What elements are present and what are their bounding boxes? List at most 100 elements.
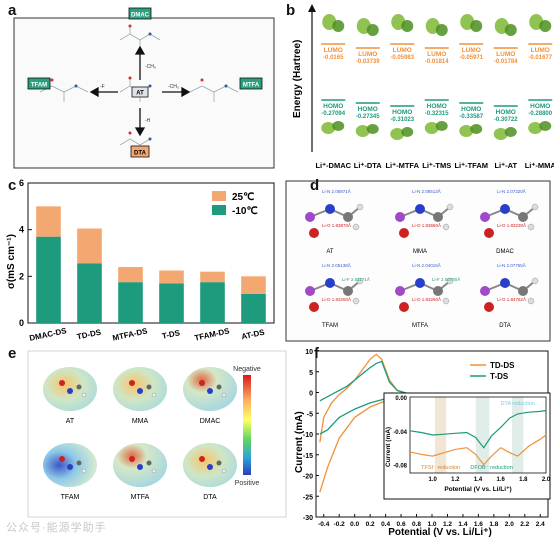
n-atom xyxy=(207,388,213,394)
panel-d-structures: Li-N 2.05971Å Li-O 1.83870Å AT Li-N 2.08513… xyxy=(285,180,551,342)
h-atom xyxy=(151,392,157,398)
lumo-label: LUMO xyxy=(427,51,446,58)
homo-orbital-lobe xyxy=(390,128,405,140)
homo-orbital-lobe xyxy=(366,124,379,134)
li-atom xyxy=(395,286,405,296)
dfob-highlight xyxy=(475,397,490,473)
o-atom xyxy=(399,302,409,312)
dta-highlight xyxy=(512,397,524,473)
li-atom xyxy=(480,212,490,222)
bond-length-label: Li-O 1.83660Å xyxy=(412,222,441,228)
h-atom xyxy=(442,223,450,231)
x-tick-label: 2.4 xyxy=(536,521,545,528)
n-atom xyxy=(415,204,425,214)
y-tick-label: -25 xyxy=(303,494,313,501)
y-tick-label: 4 xyxy=(19,225,24,235)
panel-e-esp-maps: AT MMA DMAC TFAM MTFA DTA Negative Positive xyxy=(27,350,287,518)
inset-x-tick-label: 1.8 xyxy=(519,477,528,483)
panel-f-cv-chart: Current (mA) Potential (V vs. Li/Li⁺) -3… xyxy=(294,349,551,538)
n-atom xyxy=(415,278,425,288)
bond-length-label: Li-N 2.04016Å xyxy=(412,262,441,268)
homo-orbital-lobe xyxy=(504,127,517,137)
h-atom xyxy=(81,468,87,474)
lumo-orbital-lobe xyxy=(470,20,483,32)
panel-a-label: a xyxy=(8,2,17,19)
arrow-label-left: -F xyxy=(100,84,105,90)
homo-orbital-lobe xyxy=(493,128,508,140)
bond-length-label: Li-N 2.08513Å xyxy=(412,188,441,194)
bar-cold xyxy=(118,282,143,323)
watermark: 公众号·能源学助手 xyxy=(6,522,107,534)
structure-dmac: Li-N 2.07320Å Li-O 1.83230Å DMAC xyxy=(480,188,539,255)
c-atom xyxy=(518,212,528,222)
homo-value: -0.33587 xyxy=(459,114,483,120)
bar-warm xyxy=(118,267,143,283)
inset-x-tick-label: 1.0 xyxy=(428,477,437,483)
node-at: AT xyxy=(136,91,144,97)
o-atom xyxy=(59,380,65,386)
inset-frame xyxy=(383,392,551,500)
esp-map-name: AT xyxy=(66,418,75,425)
panel-c-label: c xyxy=(8,177,17,194)
h-atom xyxy=(446,277,454,285)
o-atom xyxy=(399,228,409,238)
panel-d: d Li-N 2.05971Å Li-O 1.83870Å AT Li-N 2.085… xyxy=(280,177,554,345)
inset-y-tick-label: 0.00 xyxy=(395,396,407,402)
bar-cold xyxy=(77,263,102,323)
homo-orbital-lobe xyxy=(528,122,543,134)
esp-map-name: DTA xyxy=(203,494,217,501)
bond-length-label: Li-N 2.05971Å xyxy=(322,188,351,194)
x-category-label: DMAC-DS xyxy=(29,326,68,343)
o-atom xyxy=(129,380,135,386)
bar-warm xyxy=(36,206,61,237)
arrow-label-bottom: -H xyxy=(145,118,151,124)
h-atom xyxy=(221,468,227,474)
n-atom xyxy=(67,388,73,394)
f-ylabel: Current (mA) xyxy=(294,411,305,473)
energy-axis-label: Energy (Hartree) xyxy=(292,40,303,118)
panel-f: f Current (mA) Potential (V vs. Li/Li⁺) … xyxy=(290,345,554,539)
bar-warm xyxy=(159,270,184,284)
lumo-label: LUMO xyxy=(462,47,481,54)
h-atom xyxy=(531,277,539,285)
y-tick-label: 2 xyxy=(19,271,24,281)
x-tick-label: 0.8 xyxy=(412,521,421,528)
x-tick-label: 2.0 xyxy=(505,521,514,528)
bar-warm xyxy=(200,271,225,283)
o-atom xyxy=(309,302,319,312)
li-atom xyxy=(395,212,405,222)
f-legend-label: TD-DS xyxy=(490,361,515,370)
lumo-orbital-lobe xyxy=(504,24,517,36)
esp-map-mma: MMA xyxy=(113,367,167,425)
y-tick-label: -5 xyxy=(307,411,313,418)
homo-orbital-lobe xyxy=(470,124,483,134)
panel-c: c σ(mS cm⁻¹) 0 2 4 6 DMAC-DS TD-DS MTFA-DS T-D… xyxy=(0,177,280,347)
x-category-label: TFAM-DS xyxy=(194,326,231,342)
li-atom xyxy=(480,286,490,296)
c-atom xyxy=(433,212,443,222)
o-atom xyxy=(199,380,205,386)
inset-x-tick-label: 2.0 xyxy=(542,477,551,483)
structure-at: Li-N 2.05971Å Li-O 1.83870Å AT xyxy=(305,188,364,255)
lumo-label: LUMO xyxy=(531,47,550,54)
inset-y-tick-label: -0.04 xyxy=(393,430,407,436)
lumo-label: LUMO xyxy=(358,51,377,58)
structure-dta: Li-N 2.07755Å Li-O 1.84762Å DTA xyxy=(480,262,539,329)
inset-x-tick-label: 1.4 xyxy=(474,477,483,483)
bar-cold xyxy=(159,283,184,323)
node-dta: DTA xyxy=(134,151,147,157)
structure-name: DMAC xyxy=(496,249,514,255)
y-tick-label: -20 xyxy=(303,474,313,481)
c-atom xyxy=(76,384,82,390)
lumo-orbital-lobe xyxy=(435,24,448,36)
bond-length-label: Li-N 2.05138Å xyxy=(322,262,351,268)
x-category-label: MTFA-DS xyxy=(112,326,149,342)
arrow-label-right: -CH₃ xyxy=(168,84,179,90)
h-atom xyxy=(527,297,535,305)
h-atom xyxy=(356,203,364,211)
c-ylabel: σ(mS cm⁻¹) xyxy=(6,234,17,289)
inset-annotation-dfob: DFOB⁻ reduction xyxy=(470,465,512,471)
homo-label: HOMO xyxy=(427,103,447,110)
lumo-orbital-lobe xyxy=(366,24,379,36)
lumo-label: LUMO xyxy=(496,51,515,58)
